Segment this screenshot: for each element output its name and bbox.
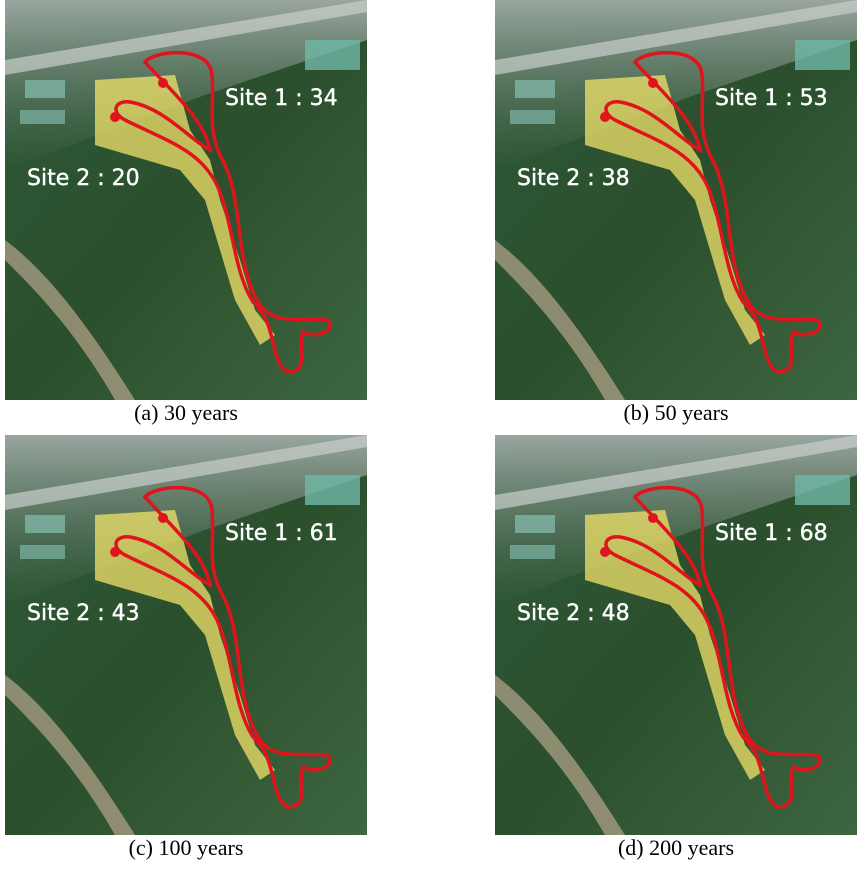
site2-label: Site 2 : 43 bbox=[27, 601, 140, 626]
site2-label: Site 2 : 48 bbox=[517, 601, 630, 626]
panel: Site 1 : 34 Site 2 : 20 bbox=[5, 0, 367, 400]
panel: Site 1 : 68 Site 2 : 48 bbox=[495, 435, 857, 835]
site1-label: Site 1 : 53 bbox=[715, 86, 828, 111]
site2-label: Site 2 : 38 bbox=[517, 166, 630, 191]
panel: Site 1 : 61 Site 2 : 43 bbox=[5, 435, 367, 835]
figure: Site 1 : 34Site 2 : 20(a) 30 yearsSite 1… bbox=[0, 0, 861, 871]
site1-label: Site 1 : 61 bbox=[225, 521, 338, 546]
satellite-image bbox=[5, 435, 367, 835]
satellite-image bbox=[495, 435, 857, 835]
caption: (b) 50 years bbox=[623, 400, 728, 425]
satellite-image bbox=[495, 0, 857, 400]
caption: (d) 200 years bbox=[618, 835, 734, 860]
site2-label: Site 2 : 20 bbox=[27, 166, 140, 191]
site1-label: Site 1 : 68 bbox=[715, 521, 828, 546]
site1-label: Site 1 : 34 bbox=[225, 86, 338, 111]
caption: (a) 30 years bbox=[134, 400, 238, 425]
caption: (c) 100 years bbox=[129, 835, 244, 860]
satellite-image bbox=[5, 0, 367, 400]
panel: Site 1 : 53 Site 2 : 38 bbox=[495, 0, 857, 400]
